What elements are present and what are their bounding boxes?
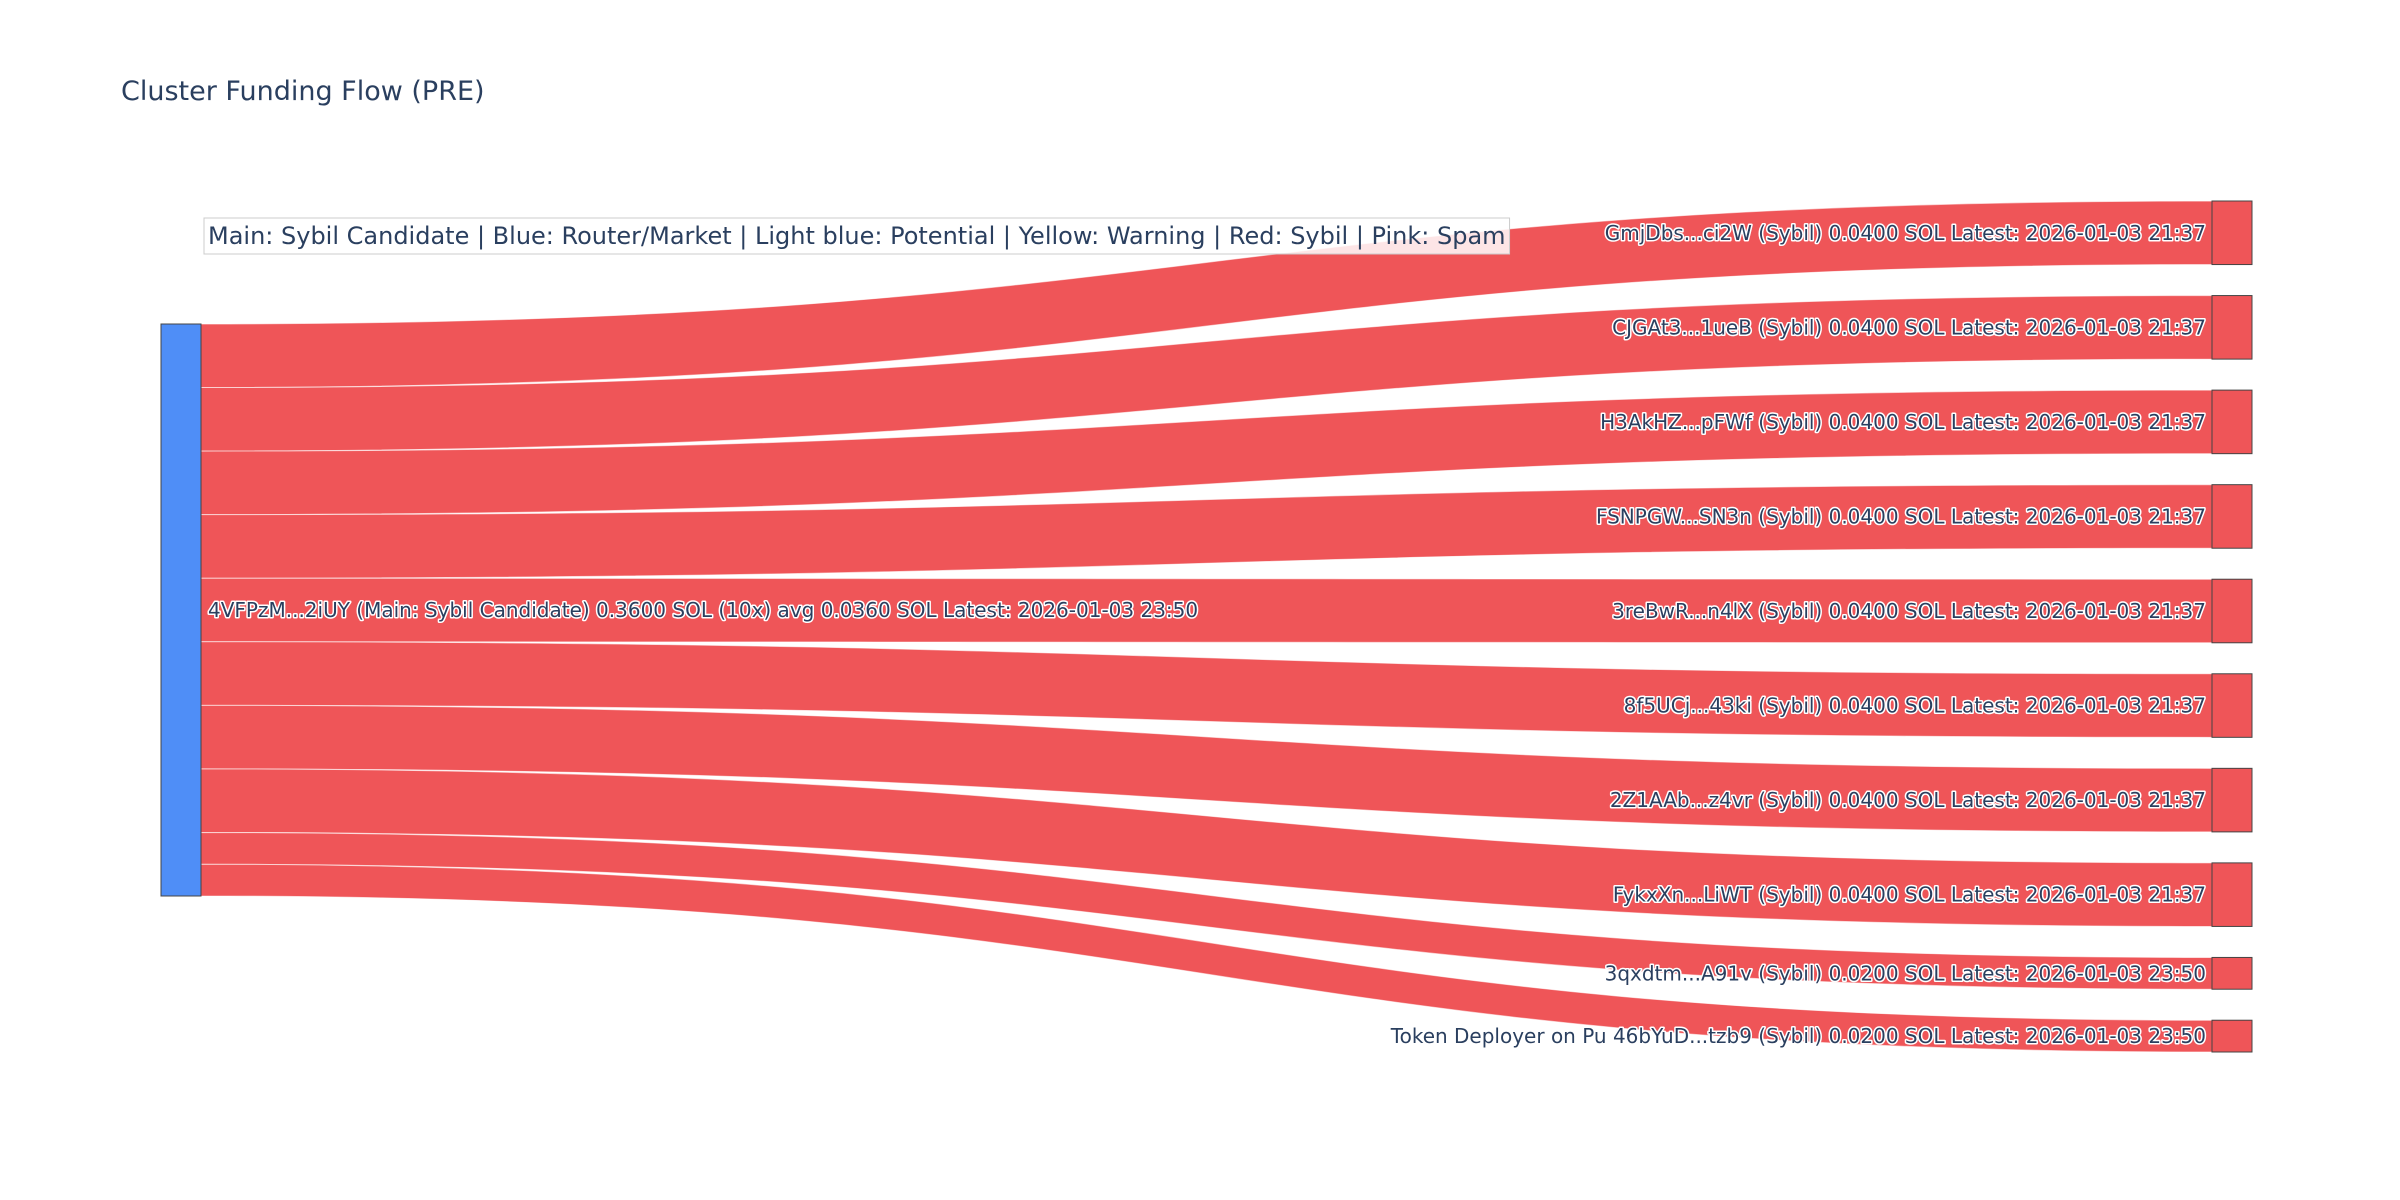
target-node-3[interactable] <box>2211 389 2253 455</box>
target-node-8[interactable] <box>2211 862 2253 927</box>
target-node-9[interactable] <box>2211 956 2253 990</box>
target-node-2[interactable] <box>2211 295 2253 360</box>
legend-annotation: Main: Sybil Candidate | Blue: Router/Mar… <box>203 217 1511 255</box>
chart-title: Cluster Funding Flow (PRE) <box>121 76 485 107</box>
legend-annotation-box <box>203 217 1511 255</box>
target-node-label-9: 3qxdtm...A91v (Sybil) 0.0200 SOL Latest:… <box>1605 961 2206 985</box>
target-node-label-5: 3reBwR...n4lX (Sybil) 0.0400 SOL Latest:… <box>1612 599 2206 623</box>
target-node-1[interactable] <box>2211 200 2253 266</box>
target-node-6[interactable] <box>2211 673 2253 738</box>
target-node-10[interactable] <box>2211 1019 2253 1053</box>
target-node-label-8: FykxXn...LiWT (Sybil) 0.0400 SOL Latest:… <box>1613 883 2206 907</box>
legend-annotation-text: Main: Sybil Candidate | Blue: Router/Mar… <box>208 222 1506 250</box>
flow-nodes <box>160 200 2253 1053</box>
node-labels: 4VFPzM...2iUY (Main: Sybil Candidate) 0.… <box>207 219 2208 1049</box>
target-node-label-1: GmjDbs...ci2W (Sybil) 0.0400 SOL Latest:… <box>1605 221 2206 245</box>
target-node-label-10: Token Deployer on Pu 46bYuD...tzb9 (Sybi… <box>1390 1024 2206 1048</box>
target-node-label-3: H3AkHZ...pFWf (Sybil) 0.0400 SOL Latest:… <box>1600 410 2206 434</box>
source-node-label: 4VFPzM...2iUY (Main: Sybil Candidate) 0.… <box>208 598 1198 622</box>
target-node-label-4: FSNPGW...SN3n (Sybil) 0.0400 SOL Latest:… <box>1596 504 2206 528</box>
source-node[interactable] <box>160 323 202 897</box>
target-node-label-2: CJGAt3...1ueB (Sybil) 0.0400 SOL Latest:… <box>1612 315 2206 339</box>
flow-links <box>200 200 2213 1053</box>
target-node-5[interactable] <box>2211 578 2253 644</box>
target-node-7[interactable] <box>2211 767 2253 833</box>
target-node-label-7: 2Z1AAb...z4vr (Sybil) 0.0400 SOL Latest:… <box>1610 788 2206 812</box>
target-node-4[interactable] <box>2211 484 2253 549</box>
target-node-label-6: 8f5UCj...43ki (Sybil) 0.0400 SOL Latest:… <box>1624 694 2206 718</box>
